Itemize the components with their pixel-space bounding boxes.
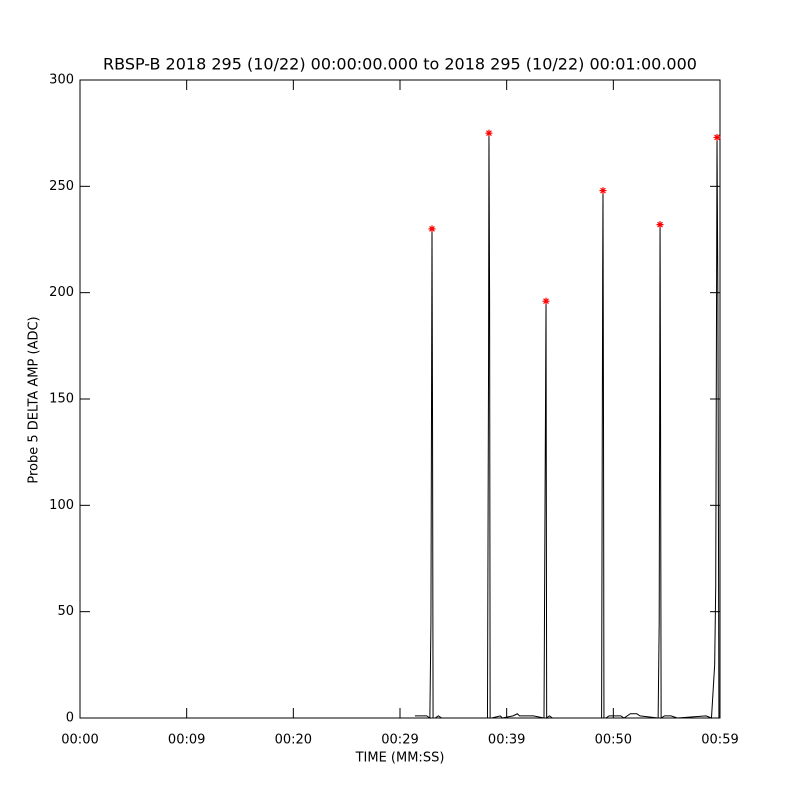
x-tick-label: 00:29 bbox=[381, 733, 418, 748]
x-tick-label: 00:09 bbox=[168, 733, 205, 748]
peak-marker bbox=[713, 133, 721, 141]
peak-marker bbox=[428, 225, 436, 233]
peak-marker bbox=[542, 297, 550, 305]
x-tick-label: 00:00 bbox=[61, 733, 98, 748]
y-tick-label: 150 bbox=[49, 392, 74, 407]
y-tick-label: 250 bbox=[49, 179, 74, 194]
plot-frame bbox=[79, 79, 721, 719]
y-tick-label: 0 bbox=[66, 711, 74, 726]
y-tick-label: 200 bbox=[49, 285, 74, 300]
y-tick-label: 100 bbox=[49, 498, 74, 513]
x-tick-label: 00:20 bbox=[275, 733, 312, 748]
y-tick-label: 300 bbox=[49, 73, 74, 88]
data-line bbox=[414, 133, 720, 720]
x-axis-label: TIME (MM:SS) bbox=[355, 751, 445, 766]
peak-marker bbox=[485, 129, 493, 137]
chart-title: RBSP-B 2018 295 (10/22) 00:00:00.000 to … bbox=[103, 55, 697, 74]
x-tick-label: 00:39 bbox=[488, 733, 525, 748]
x-tick-label: 00:59 bbox=[701, 733, 738, 748]
x-tick-label: 00:50 bbox=[595, 733, 632, 748]
peak-marker bbox=[656, 221, 664, 229]
peak-marker bbox=[599, 187, 607, 195]
y-axis-label: Probe 5 DELTA AMP (ADC) bbox=[27, 316, 42, 483]
y-tick-label: 50 bbox=[57, 604, 74, 619]
